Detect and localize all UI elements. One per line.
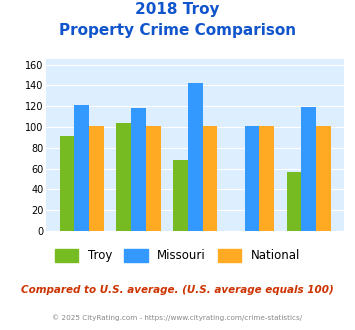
Text: 2018 Troy: 2018 Troy	[135, 2, 220, 16]
Bar	[316, 126, 331, 231]
Text: © 2025 CityRating.com - https://www.cityrating.com/crime-statistics/: © 2025 CityRating.com - https://www.city…	[53, 314, 302, 321]
Bar	[203, 126, 217, 231]
Bar	[301, 107, 316, 231]
Bar	[131, 108, 146, 231]
Text: Compared to U.S. average. (U.S. average equals 100): Compared to U.S. average. (U.S. average …	[21, 285, 334, 295]
Text: Property Crime Comparison: Property Crime Comparison	[59, 23, 296, 38]
Bar	[75, 105, 89, 231]
Bar	[60, 136, 75, 231]
Bar	[146, 126, 161, 231]
Bar	[260, 126, 274, 231]
Bar	[173, 160, 188, 231]
Bar	[286, 172, 301, 231]
Bar	[245, 126, 260, 231]
Legend: Troy, Missouri, National: Troy, Missouri, National	[51, 245, 304, 266]
Bar	[116, 123, 131, 231]
Bar	[89, 126, 104, 231]
Bar	[188, 83, 203, 231]
